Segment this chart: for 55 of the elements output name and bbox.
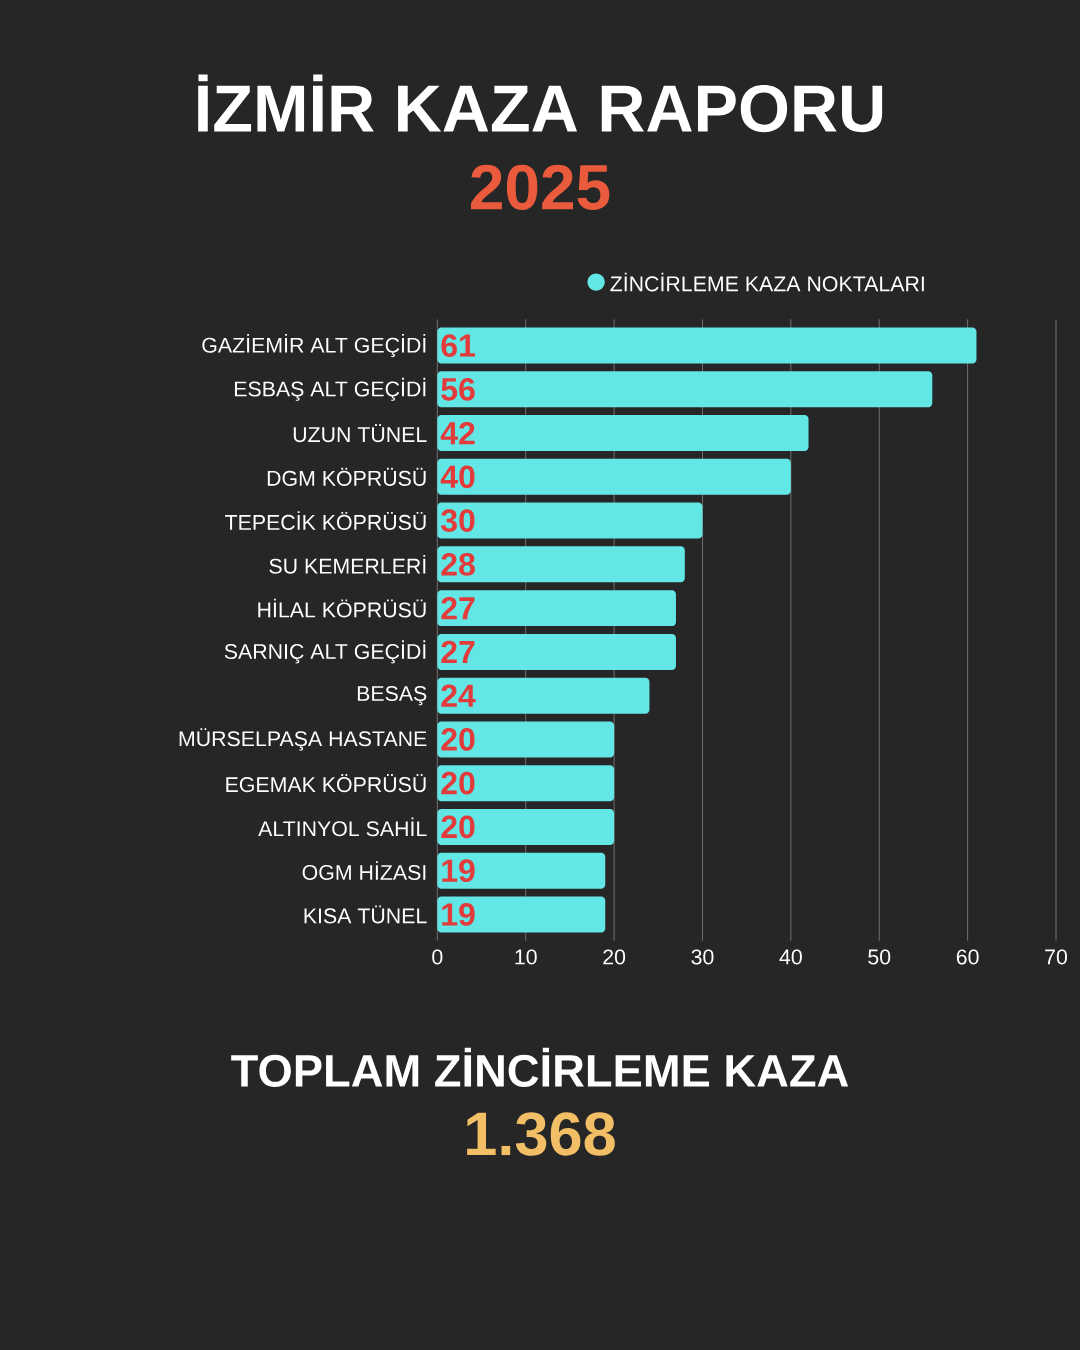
bar bbox=[437, 458, 791, 495]
bar bbox=[437, 546, 685, 583]
x-tick-label: 50 bbox=[868, 949, 891, 965]
x-tick-label: 20 bbox=[603, 949, 626, 965]
data-label: 30 bbox=[441, 509, 475, 532]
x-tick-label: 10 bbox=[515, 949, 537, 965]
y-tick-label: SU KEMERLERİ bbox=[269, 555, 426, 574]
bar bbox=[437, 415, 809, 452]
y-tick-label: ALTINYOL SAHİL bbox=[258, 817, 427, 837]
data-label: 19 bbox=[442, 859, 475, 882]
data-label: 20 bbox=[441, 771, 475, 795]
bar bbox=[437, 633, 676, 670]
data-label: 61 bbox=[441, 334, 475, 357]
data-label: 28 bbox=[441, 553, 475, 576]
y-tick-label: EGEMAK KÖPRÜSÜ bbox=[226, 774, 426, 793]
data-label: 19 bbox=[442, 903, 475, 926]
y-tick-label: SARNIÇ ALT GEÇİDİ bbox=[224, 640, 426, 664]
bar bbox=[437, 327, 977, 364]
x-tick-label: 30 bbox=[691, 949, 714, 965]
data-label: 27 bbox=[441, 596, 475, 620]
bar bbox=[437, 677, 650, 714]
y-tick-label: HİLAL KÖPRÜSÜ bbox=[258, 598, 426, 618]
data-label: 56 bbox=[441, 378, 475, 401]
y-tick-label: DGM KÖPRÜSÜ bbox=[267, 467, 426, 486]
data-label: 20 bbox=[441, 728, 475, 751]
bar bbox=[437, 852, 606, 889]
chart-title: İZMİR KAZA RAPORU bbox=[198, 74, 883, 133]
x-tick-label: 0 bbox=[432, 949, 443, 965]
data-label: 40 bbox=[440, 465, 475, 489]
bar bbox=[437, 371, 933, 408]
data-label: 20 bbox=[441, 815, 475, 839]
bar bbox=[437, 808, 615, 845]
bar bbox=[437, 590, 676, 627]
data-label: 42 bbox=[440, 421, 475, 445]
bar bbox=[437, 765, 615, 802]
chart-subtitle: 2025 bbox=[471, 164, 610, 210]
y-tick-label: BESAŞ bbox=[357, 685, 427, 706]
text: 1.368 bbox=[467, 1112, 615, 1156]
y-tick-label: GAZİEMİR ALT GEÇİDİ bbox=[202, 334, 426, 358]
legend-label: ZİNCİRLEME KAZA NOKTALARI bbox=[610, 272, 924, 292]
y-tick-label: UZUN TÜNEL bbox=[293, 424, 427, 443]
x-tick-label: 60 bbox=[956, 949, 979, 965]
y-tick-label: ESBAŞ ALT GEÇİDİ bbox=[235, 377, 426, 401]
x-tick-label: 70 bbox=[1045, 949, 1068, 965]
x-tick-label: 40 bbox=[779, 949, 802, 965]
bar bbox=[437, 896, 606, 933]
y-tick-label: MÜRSELPAŞA HASTANE bbox=[179, 728, 427, 751]
bar bbox=[437, 502, 703, 539]
y-tick-label: OGM HİZASI bbox=[302, 861, 426, 881]
text: TOPLAM ZİNCİRLEME KAZA bbox=[231, 1047, 849, 1087]
bar bbox=[437, 721, 615, 758]
y-tick-label: KISA TÜNEL bbox=[304, 905, 427, 924]
data-label: 27 bbox=[441, 640, 475, 664]
y-tick-label: TEPECİK KÖPRÜSÜ bbox=[225, 511, 426, 530]
data-label: 24 bbox=[441, 684, 476, 707]
